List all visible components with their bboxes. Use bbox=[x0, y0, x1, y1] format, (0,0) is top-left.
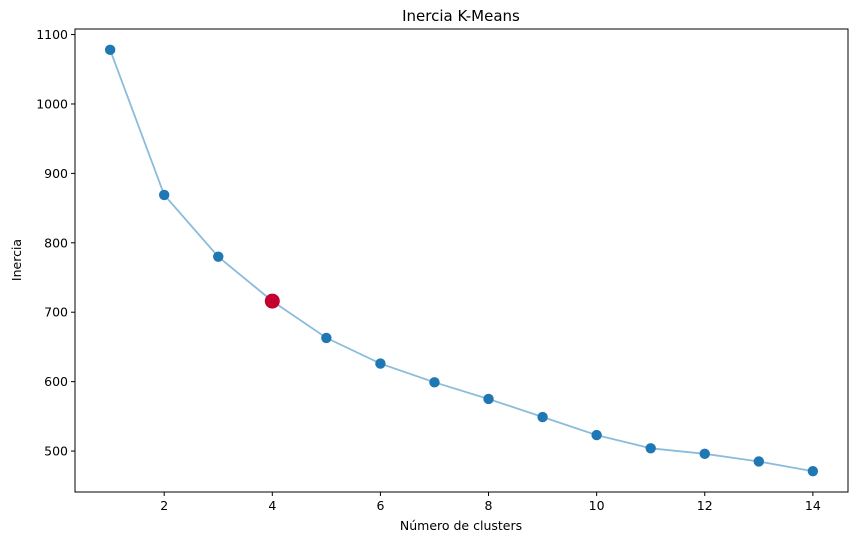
data-point bbox=[591, 429, 602, 441]
data-point bbox=[375, 358, 386, 369]
data-point bbox=[645, 443, 656, 454]
x-tick-label: 12 bbox=[697, 498, 713, 513]
data-point bbox=[699, 448, 710, 460]
y-axis: 500 600 700 800 900 1000 1100 bbox=[36, 27, 75, 459]
plot-area bbox=[104, 44, 819, 477]
data-point bbox=[321, 332, 332, 344]
x-tick-label: 8 bbox=[485, 498, 493, 513]
y-tick-label: 1100 bbox=[36, 27, 68, 42]
x-tick-label: 6 bbox=[376, 498, 384, 513]
data-point bbox=[807, 465, 819, 477]
y-tick-label: 500 bbox=[44, 444, 68, 459]
plot-frame bbox=[74, 28, 849, 493]
data-point bbox=[483, 393, 494, 405]
series-line bbox=[109, 49, 814, 473]
x-tick-label: 2 bbox=[160, 498, 168, 513]
y-tick-label: 900 bbox=[44, 166, 68, 181]
x-axis-label: Número de clusters bbox=[400, 518, 522, 533]
x-axis: 2 4 6 8 10 12 14 bbox=[160, 492, 821, 513]
y-tick-label: 600 bbox=[44, 374, 68, 389]
y-tick-label: 800 bbox=[44, 235, 68, 250]
data-point bbox=[104, 44, 116, 56]
x-tick-label: 10 bbox=[589, 498, 605, 513]
highlight-point bbox=[264, 293, 280, 309]
y-tick-label: 700 bbox=[44, 305, 68, 320]
data-point bbox=[429, 377, 440, 388]
data-point bbox=[158, 189, 170, 201]
y-tick-label: 1000 bbox=[36, 96, 68, 111]
data-point bbox=[213, 251, 224, 262]
chart-title: Inercia K-Means bbox=[402, 7, 520, 25]
x-tick-label: 4 bbox=[268, 498, 276, 513]
data-point bbox=[753, 456, 765, 467]
x-tick-label: 14 bbox=[805, 498, 821, 513]
y-axis-label: Inercia bbox=[9, 239, 24, 281]
data-point bbox=[537, 411, 548, 423]
